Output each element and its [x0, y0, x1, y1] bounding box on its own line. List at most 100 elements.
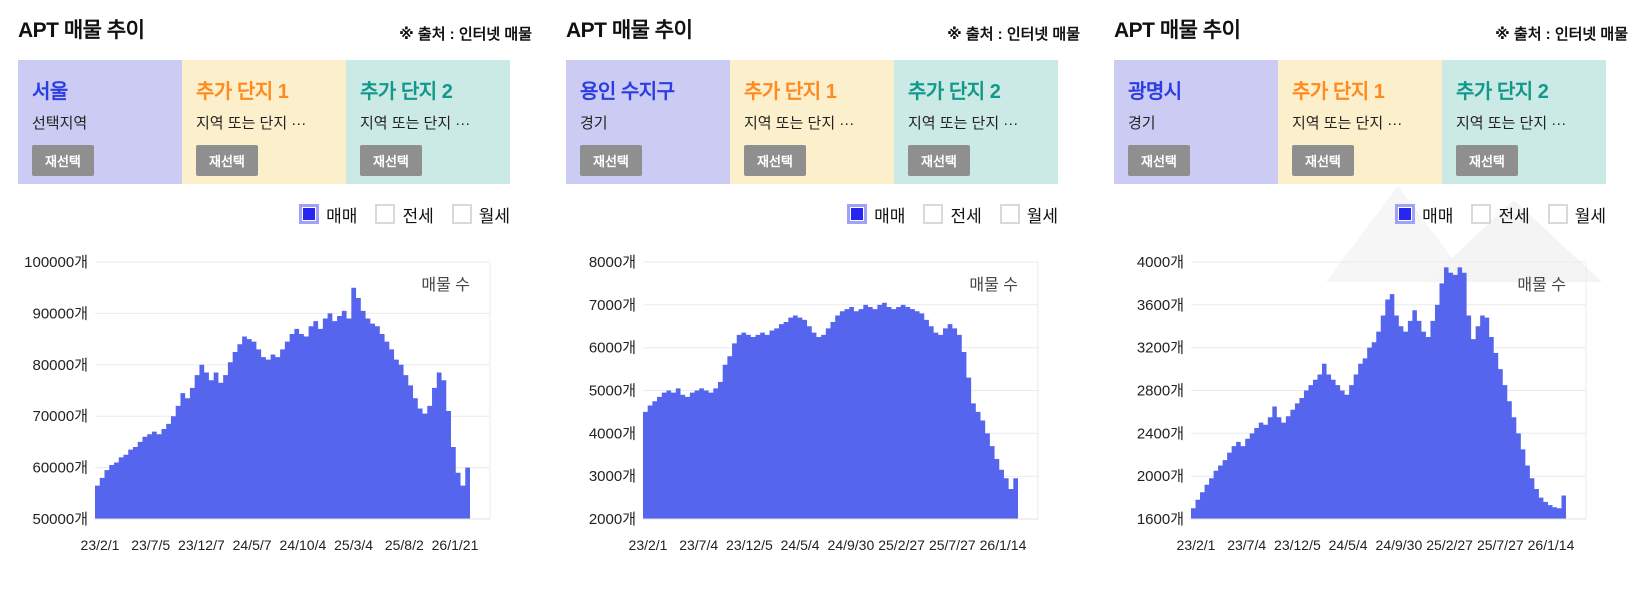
card-complex-2-desc: 지역 또는 단지 ···	[908, 115, 1019, 132]
page-title: APT 매물 추이	[18, 19, 145, 42]
checkbox-unchecked-icon[interactable]	[451, 204, 472, 224]
checkbox-unchecked-icon[interactable]	[1547, 204, 1568, 224]
panel-yongin-suji: APT 매물 추이 ※ 출처 : 인터넷 매물 용인 수지구 경기 재선택 추가…	[548, 0, 1096, 597]
legend-item-monthly[interactable]: 월세	[999, 202, 1058, 227]
y-tick-label: 80000개	[32, 357, 88, 374]
x-tick-label: 25/2/27	[878, 537, 925, 553]
y-tick-label: 4000개	[1137, 254, 1184, 271]
panel-gwangmyeong: APT 매물 추이 ※ 출처 : 인터넷 매물 광명시 경기 재선택 추가 단지…	[1096, 0, 1644, 597]
x-tick-label: 24/5/7	[233, 537, 272, 553]
selection-cards: 서울 선택지역 재선택 추가 단지 1 지역 또는 단지 ··· 재선택 추가 …	[18, 60, 510, 184]
x-tick-label: 23/2/1	[81, 537, 120, 553]
panel-header: APT 매물 추이 ※ 출처 : 인터넷 매물	[566, 14, 1082, 44]
x-tick-label: 23/2/1	[1177, 537, 1216, 553]
panel-seoul: APT 매물 추이 ※ 출처 : 인터넷 매물 서울 선택지역 재선택 추가 단…	[0, 0, 548, 597]
source-note: ※ 출처 : 인터넷 매물	[947, 26, 1080, 43]
card-complex-2-name: 추가 단지 2	[908, 81, 1001, 103]
card-region[interactable]: 광명시 경기 재선택	[1114, 60, 1278, 184]
card-complex-2-desc: 지역 또는 단지 ···	[360, 115, 471, 132]
y-tick-label: 1600개	[1137, 511, 1184, 528]
page-title: APT 매물 추이	[1114, 19, 1241, 42]
x-tick-label: 24/9/30	[1376, 537, 1423, 553]
y-tick-label: 2000개	[1137, 468, 1184, 485]
y-tick-label: 2800개	[1137, 383, 1184, 400]
checkbox-unchecked-icon[interactable]	[999, 204, 1020, 224]
legend-item-jeonse[interactable]: 전세	[923, 202, 982, 227]
checkbox-checked-icon[interactable]	[299, 204, 320, 224]
x-tick-label: 26/1/14	[1528, 537, 1575, 553]
legend-item-sale[interactable]: 매매	[1395, 202, 1453, 227]
checkbox-checked-icon[interactable]	[1395, 204, 1416, 224]
card-complex-1-desc: 지역 또는 단지 ···	[744, 115, 855, 132]
y-tick-label: 8000개	[589, 254, 636, 271]
legend-item-monthly[interactable]: 월세	[1547, 202, 1606, 227]
y-tick-label: 5000개	[589, 383, 636, 400]
card-complex-2-name: 추가 단지 2	[1456, 81, 1549, 103]
card-complex-1[interactable]: 추가 단지 1 지역 또는 단지 ··· 재선택	[182, 60, 346, 184]
x-tick-label: 23/12/7	[178, 537, 225, 553]
legend: 매매 전세 월세	[1114, 202, 1606, 226]
y-tick-label: 90000개	[32, 305, 88, 322]
y-tick-label: 3000개	[589, 468, 636, 485]
checkbox-unchecked-icon[interactable]	[375, 204, 396, 224]
reselect-button[interactable]: 재선택	[580, 145, 642, 176]
y-tick-label: 100000개	[24, 254, 88, 271]
card-region-name: 용인 수지구	[580, 81, 675, 103]
reselect-button[interactable]: 재선택	[32, 145, 94, 176]
x-tick-label: 25/8/2	[385, 537, 424, 553]
card-complex-1-name: 추가 단지 1	[196, 81, 289, 103]
card-complex-1-name: 추가 단지 1	[744, 81, 837, 103]
x-tick-label: 23/7/4	[679, 537, 718, 553]
panel-header: APT 매물 추이 ※ 출처 : 인터넷 매물	[18, 14, 534, 44]
x-tick-label: 25/3/4	[334, 537, 373, 553]
checkbox-unchecked-icon[interactable]	[1471, 204, 1492, 224]
x-tick-label: 25/2/27	[1426, 537, 1473, 553]
x-tick-label: 25/7/27	[1477, 537, 1524, 553]
legend-item-sale[interactable]: 매매	[299, 202, 357, 227]
card-complex-1-desc: 지역 또는 단지 ···	[196, 115, 307, 132]
legend-item-sale[interactable]: 매매	[847, 202, 905, 227]
card-complex-2[interactable]: 추가 단지 2 지역 또는 단지 ··· 재선택	[1442, 60, 1606, 184]
legend-label: 매매	[874, 206, 906, 226]
card-region-desc: 선택지역	[32, 115, 88, 132]
y-tick-label: 2000개	[589, 511, 636, 528]
reselect-button[interactable]: 재선택	[744, 145, 806, 176]
reselect-button[interactable]: 재선택	[360, 145, 422, 176]
card-complex-1[interactable]: 추가 단지 1 지역 또는 단지 ··· 재선택	[1278, 60, 1442, 184]
reselect-button[interactable]: 재선택	[196, 145, 258, 176]
legend-item-jeonse[interactable]: 전세	[1471, 202, 1530, 227]
legend: 매매 전세 월세	[566, 202, 1058, 226]
chart-inner-label: 매물 수	[421, 276, 470, 294]
legend-item-jeonse[interactable]: 전세	[375, 202, 434, 227]
legend: 매매 전세 월세	[18, 202, 510, 226]
checkbox-checked-icon[interactable]	[847, 204, 868, 224]
y-tick-label: 3600개	[1137, 297, 1184, 314]
selection-cards: 용인 수지구 경기 재선택 추가 단지 1 지역 또는 단지 ··· 재선택 추…	[566, 60, 1058, 184]
chart-inner-label: 매물 수	[1517, 276, 1566, 294]
card-region-desc: 경기	[580, 115, 608, 132]
chart-inner-label: 매물 수	[969, 276, 1018, 294]
card-complex-2[interactable]: 추가 단지 2 지역 또는 단지 ··· 재선택	[894, 60, 1058, 184]
y-tick-label: 2400개	[1137, 425, 1184, 442]
card-complex-1-name: 추가 단지 1	[1292, 81, 1385, 103]
card-region[interactable]: 용인 수지구 경기 재선택	[566, 60, 730, 184]
reselect-button[interactable]: 재선택	[908, 145, 970, 176]
listings-trend-chart: 8000개 7000개 6000개 5000개 4000개 3000개 2000개 23/2/…	[589, 254, 1039, 553]
reselect-button[interactable]: 재선택	[1292, 145, 1354, 176]
card-complex-2[interactable]: 추가 단지 2 지역 또는 단지 ··· 재선택	[346, 60, 510, 184]
reselect-button[interactable]: 재선택	[1456, 145, 1518, 176]
area-series	[95, 287, 470, 519]
legend-label: 월세	[478, 206, 510, 226]
legend-item-monthly[interactable]: 월세	[451, 202, 510, 227]
reselect-button[interactable]: 재선택	[1128, 145, 1190, 176]
card-region[interactable]: 서울 선택지역 재선택	[18, 60, 182, 184]
checkbox-unchecked-icon[interactable]	[923, 204, 944, 224]
card-complex-1[interactable]: 추가 단지 1 지역 또는 단지 ··· 재선택	[730, 60, 894, 184]
y-tick-label: 3200개	[1137, 340, 1184, 357]
x-tick-label: 23/2/1	[629, 537, 668, 553]
card-complex-2-name: 추가 단지 2	[360, 81, 453, 103]
card-complex-1-desc: 지역 또는 단지 ···	[1292, 115, 1403, 132]
y-tick-label: 6000개	[589, 340, 636, 357]
y-tick-label: 50000개	[32, 511, 88, 528]
x-tick-label: 26/1/21	[432, 537, 479, 553]
